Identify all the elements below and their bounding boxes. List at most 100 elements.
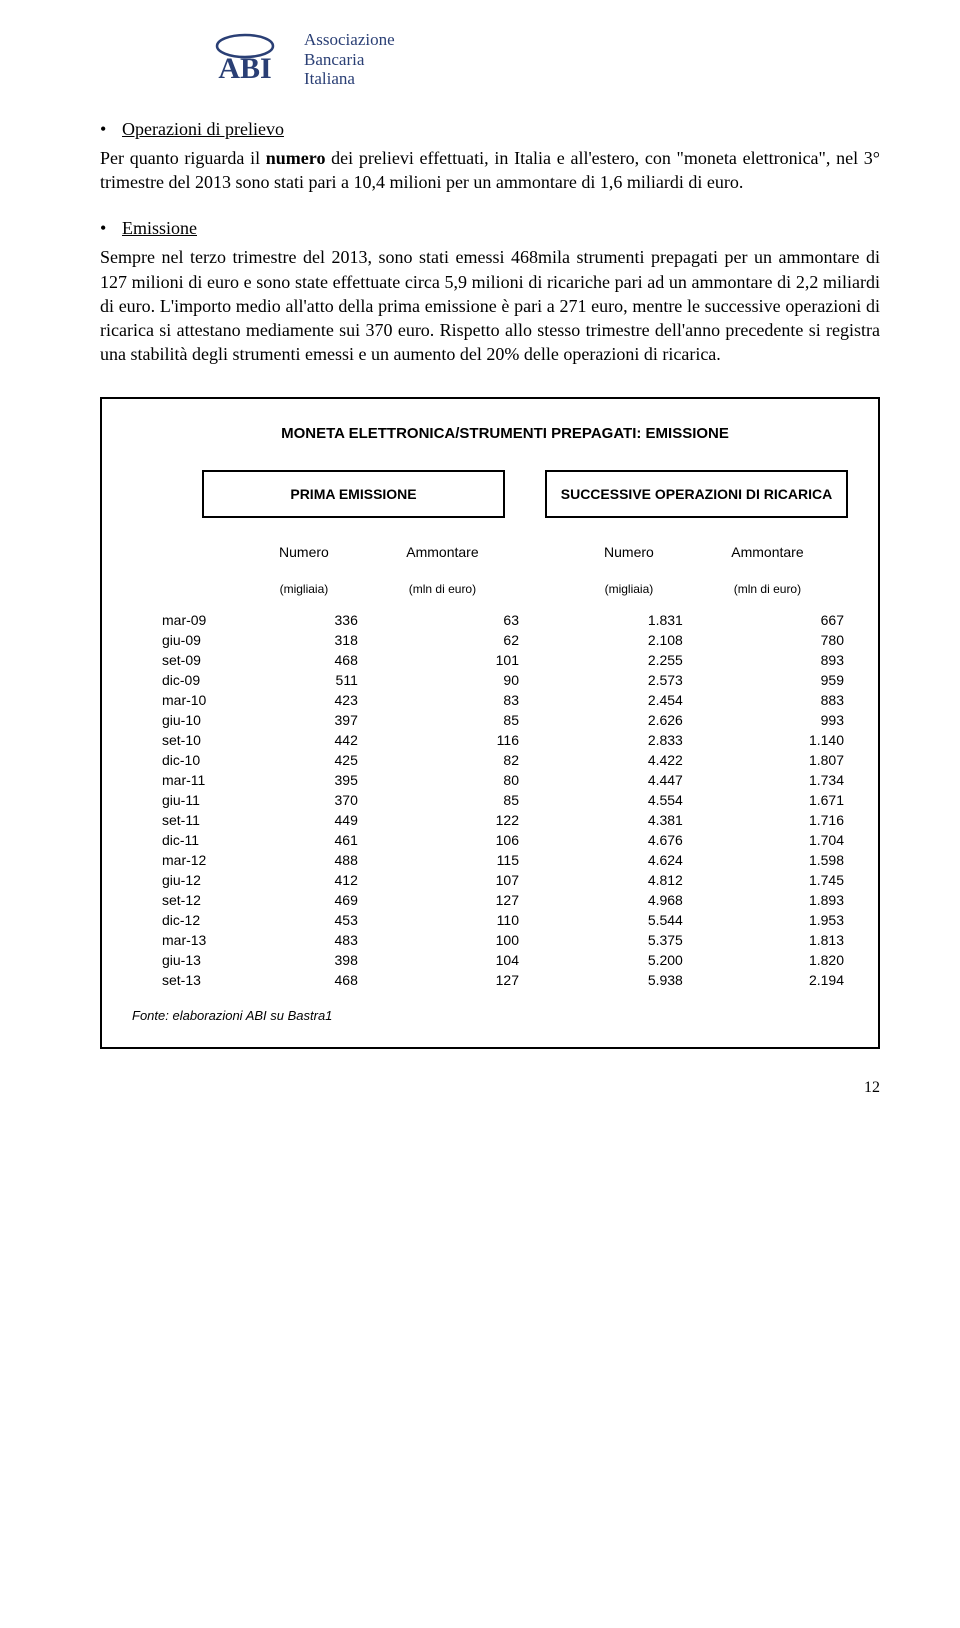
col-ammontare-1: Ammontare [362,538,523,576]
cell-n2: 4.624 [571,850,687,870]
cell-n2: 4.447 [571,770,687,790]
emissione-data-table: Numero Ammontare Numero Ammontare (migli… [162,538,848,990]
cell-a2: 883 [687,690,848,710]
cell-n1: 483 [246,930,362,950]
table-title: MONETA ELETTRONICA/STRUMENTI PREPAGATI: … [162,425,848,442]
cell-n2: 4.381 [571,810,687,830]
cell-period: giu-12 [162,870,246,890]
cell-n1: 395 [246,770,362,790]
cell-a2: 1.140 [687,730,848,750]
cell-a2: 1.745 [687,870,848,890]
cell-a2: 1.704 [687,830,848,850]
cell-n1: 398 [246,950,362,970]
cell-period: dic-10 [162,750,246,770]
cell-period: set-09 [162,650,246,670]
cell-n1: 453 [246,910,362,930]
table-row: set-114491224.3811.716 [162,810,848,830]
table-row: dic-114611064.6761.704 [162,830,848,850]
cell-a1: 80 [362,770,523,790]
cell-n2: 1.831 [571,610,687,630]
table-row: dic-12453110 5.5441.953 [162,910,848,930]
body-bold: numero [266,148,326,168]
cell-a2: 1.716 [687,810,848,830]
cell-period: dic-09 [162,670,246,690]
document-page: ABI Associazione Bancaria Italiana •Oper… [0,0,960,1137]
cell-n1: 488 [246,850,362,870]
cell-a1: 127 [362,970,523,990]
col-ammontare-2: Ammontare [687,538,848,576]
cell-n1: 412 [246,870,362,890]
cell-a2: 893 [687,650,848,670]
unit-mln-2: (mln di euro) [687,576,848,610]
cell-period: giu-13 [162,950,246,970]
logo-line-1: Associazione [304,30,395,50]
cell-n1: 425 [246,750,362,770]
cell-period: set-11 [162,810,246,830]
cell-a2: 1.671 [687,790,848,810]
cell-n2: 2.833 [571,730,687,750]
cell-a1: 110 [362,910,523,930]
cell-a1: 106 [362,830,523,850]
section-body-prelievo: Per quanto riguarda il numero dei prelie… [100,146,880,195]
heading-text: Emissione [122,218,197,238]
cell-period: mar-10 [162,690,246,710]
cell-n2: 5.938 [571,970,687,990]
cell-period: set-12 [162,890,246,910]
cell-n1: 370 [246,790,362,810]
table-row: mar-1042383 2.454883 [162,690,848,710]
cell-n1: 468 [246,970,362,990]
section-body-emissione: Sempre nel terzo trimestre del 2013, son… [100,245,880,366]
body-pre: Per quanto riguarda il [100,148,266,168]
cell-n2: 5.544 [571,910,687,930]
cell-n1: 468 [246,650,362,670]
table-row: mar-09336631.831667 [162,610,848,630]
cell-a1: 85 [362,710,523,730]
cell-a2: 1.953 [687,910,848,930]
cell-period: dic-12 [162,910,246,930]
cell-period: set-10 [162,730,246,750]
cell-n2: 2.626 [571,710,687,730]
cell-a1: 107 [362,870,523,890]
cell-a2: 1.734 [687,770,848,790]
cell-a1: 127 [362,890,523,910]
cell-a2: 1.893 [687,890,848,910]
table-row: dic-09511902.573959 [162,670,848,690]
cell-n2: 4.422 [571,750,687,770]
cell-n2: 2.108 [571,630,687,650]
section-heading-emissione: •Emissione [100,218,880,239]
cell-a1: 116 [362,730,523,750]
cell-period: mar-11 [162,770,246,790]
column-headers-row: Numero Ammontare Numero Ammontare [162,538,848,576]
cell-a2: 1.598 [687,850,848,870]
logo-text: Associazione Bancaria Italiana [304,30,395,89]
col-numero-2: Numero [571,538,687,576]
cell-a1: 101 [362,650,523,670]
table-row: giu-09318622.108780 [162,630,848,650]
cell-period: giu-09 [162,630,246,650]
cell-n2: 4.554 [571,790,687,810]
cell-n1: 423 [246,690,362,710]
cell-a1: 63 [362,610,523,630]
cell-period: set-13 [162,970,246,990]
table-row: giu-11370854.5541.671 [162,790,848,810]
cell-a1: 122 [362,810,523,830]
cell-a1: 83 [362,690,523,710]
table-row: giu-12412107 4.8121.745 [162,870,848,890]
table-group-headers: PRIMA EMISSIONE SUCCESSIVE OPERAZIONI DI… [202,470,848,518]
cell-n2: 2.454 [571,690,687,710]
logo-line-3: Italiana [304,69,395,89]
cell-a2: 993 [687,710,848,730]
group-header-prima: PRIMA EMISSIONE [202,470,505,518]
cell-period: mar-12 [162,850,246,870]
table-row: dic-10425824.4221.807 [162,750,848,770]
cell-n1: 469 [246,890,362,910]
table-body: mar-09336631.831667giu-09318622.108780se… [162,610,848,990]
section-heading-prelievo: •Operazioni di prelievo [100,119,880,140]
cell-n2: 2.573 [571,670,687,690]
heading-text: Operazioni di prelievo [122,119,284,139]
cell-period: mar-09 [162,610,246,630]
cell-a2: 1.820 [687,950,848,970]
cell-a1: 62 [362,630,523,650]
cell-a1: 100 [362,930,523,950]
cell-n2: 4.812 [571,870,687,890]
